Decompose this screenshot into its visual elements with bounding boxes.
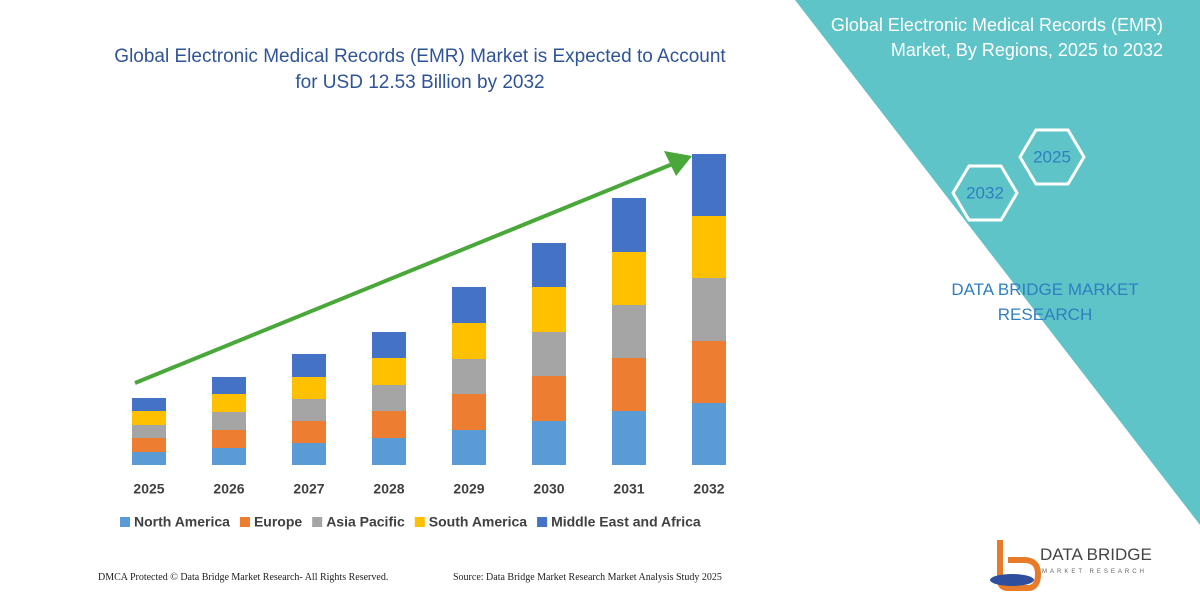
logo-text: DATA BRIDGE [1040, 545, 1152, 564]
hex-label: 2032 [966, 183, 1004, 202]
bar-segment [132, 398, 166, 411]
chart-title: Global Electronic Medical Records (EMR) … [114, 46, 726, 93]
bar-segment [692, 341, 726, 403]
logo-subtext: MARKET RESEARCH [1042, 569, 1147, 575]
bar-segment [132, 438, 166, 452]
bar-segment [372, 438, 406, 465]
bar-segment [372, 385, 406, 411]
x-tick-label: 2031 [613, 481, 644, 497]
bar-segment [372, 358, 406, 385]
bar-segment [692, 154, 726, 216]
bar-segment [532, 332, 566, 376]
legend-swatch [537, 517, 548, 527]
panel-title: Global Electronic Medical Records (EMR) … [830, 15, 1163, 60]
bar-segment [212, 448, 246, 465]
hexagon [951, 164, 1019, 222]
legend-label: South America [429, 514, 527, 530]
bar-segment [612, 358, 646, 411]
legend-swatch [239, 517, 250, 527]
bar-segment [612, 411, 646, 465]
bar-segment [132, 425, 166, 438]
trend-arrow [134, 161, 676, 385]
bar-segment [532, 376, 566, 421]
legend-swatch [120, 517, 130, 527]
bar-segment [692, 278, 726, 341]
x-tick-label: 2029 [453, 481, 484, 497]
bar-segment [612, 305, 646, 358]
x-tick-label: 2032 [693, 481, 724, 497]
bar-segment [532, 421, 566, 465]
legend-swatch [414, 517, 425, 527]
x-tick-label: 2025 [133, 481, 164, 497]
bar-segment [372, 411, 406, 438]
x-tick-label: 2026 [213, 481, 244, 497]
bar-segment [612, 252, 646, 305]
footer-source: Source: Data Bridge Market Research Mark… [453, 572, 722, 583]
hexagon [1018, 128, 1086, 186]
logo-icon [990, 574, 1034, 586]
bar-segment [452, 394, 486, 430]
bar-segment [132, 411, 166, 425]
bar-segment [452, 430, 486, 465]
bar-segment [212, 394, 246, 412]
bar-segment [532, 243, 566, 287]
bar-segment [692, 216, 726, 278]
legend-label: Middle East and Africa [551, 514, 701, 530]
brand-name: DATA BRIDGE MARKET RESEARCH [951, 280, 1139, 324]
bar-segment [292, 377, 326, 399]
bar-segment [372, 332, 406, 358]
hex-label: 2025 [1033, 147, 1071, 166]
bar-segment [212, 430, 246, 448]
bar-segment [132, 452, 166, 465]
x-tick-label: 2028 [373, 481, 404, 497]
legend-label: North America [134, 514, 230, 530]
bar-segment [292, 354, 326, 377]
footer-copyright: DMCA Protected © Data Bridge Market Rese… [98, 572, 389, 583]
logo-icon [997, 540, 1042, 591]
bar-segment [292, 443, 326, 465]
bar-segment [532, 287, 566, 332]
legend-label: Asia Pacific [326, 514, 405, 530]
x-tick-label: 2027 [293, 481, 324, 497]
bar-segment [292, 421, 326, 443]
bar-segment [212, 377, 246, 394]
bar-segment [692, 403, 726, 465]
plot: 2025 2026 2027 2028 2029 2030 2031 2032 North Am… [120, 154, 726, 530]
legend-label: Europe [254, 514, 302, 530]
trend-arrowhead [664, 151, 692, 176]
legend-swatch [312, 517, 323, 527]
bar-segment [292, 399, 326, 421]
bar-segment [452, 287, 486, 323]
bar-segment [452, 323, 486, 359]
bar-segment [452, 359, 486, 394]
bar-segment [212, 412, 246, 430]
teal-panel [795, 0, 1200, 525]
bar-segment [612, 198, 646, 252]
x-tick-label: 2030 [533, 481, 564, 497]
